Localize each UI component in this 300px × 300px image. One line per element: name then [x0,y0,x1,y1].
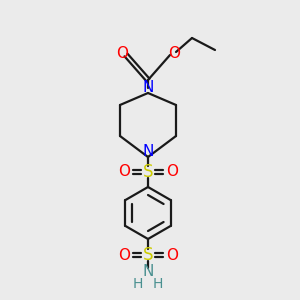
Text: O: O [168,46,180,61]
Text: O: O [166,164,178,179]
Text: N: N [142,80,154,95]
Text: O: O [166,248,178,262]
Text: S: S [143,163,153,181]
Text: O: O [118,164,130,179]
Text: S: S [143,246,153,264]
Text: N: N [142,145,154,160]
Text: O: O [118,248,130,262]
Text: H: H [133,277,143,291]
Text: O: O [116,46,128,61]
Text: N: N [142,265,154,280]
Text: H: H [153,277,163,291]
